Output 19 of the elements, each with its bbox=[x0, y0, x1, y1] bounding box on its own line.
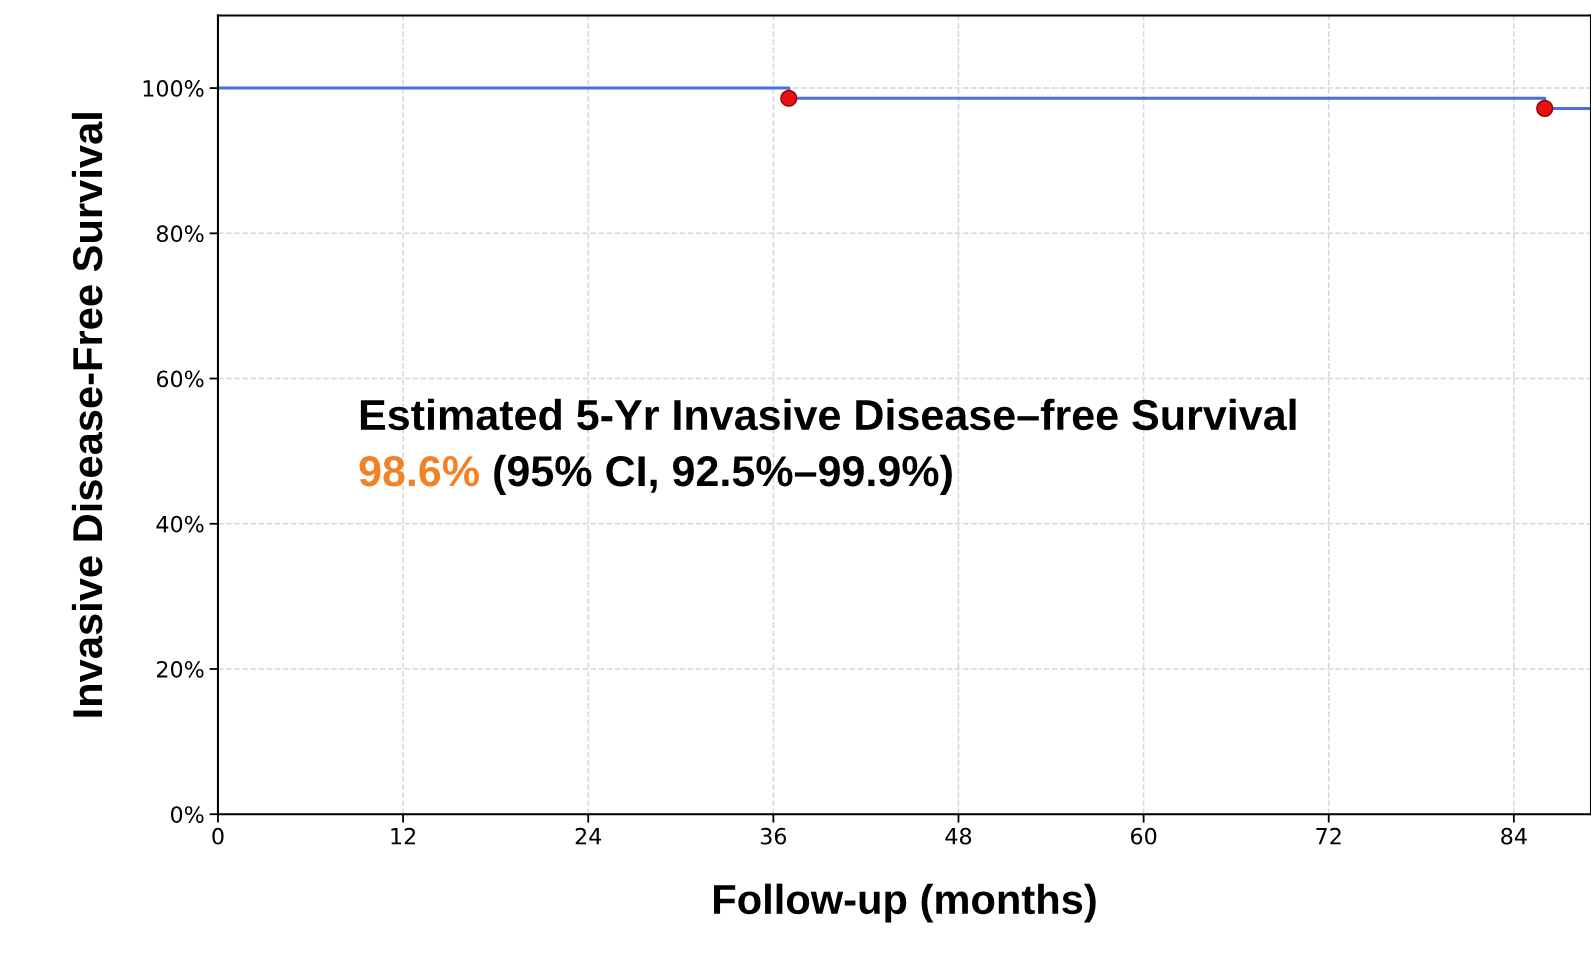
x-tick-label: 36 bbox=[760, 827, 787, 845]
annotation: Estimated 5-Yr Invasive Disease–free Survival bbox=[360, 398, 1296, 431]
x-tick-label: 60 bbox=[1131, 827, 1157, 845]
y-tick-label: 20% bbox=[157, 660, 204, 678]
y-tick-label: 80% bbox=[156, 225, 204, 243]
x-tick-label: 48 bbox=[945, 827, 972, 845]
x-tick-label: 12 bbox=[391, 827, 416, 845]
x-axis-title: Follow-up (months) bbox=[714, 883, 1096, 923]
y-axis-title: Invasive Disease-Free Survival bbox=[71, 113, 103, 717]
x-tick-label: 84 bbox=[1501, 827, 1527, 845]
annotation: (95% CI, 92.5%–99.9%) bbox=[494, 454, 952, 495]
y-tick-label: 60% bbox=[156, 370, 204, 388]
x-tick-label: 24 bbox=[575, 827, 602, 845]
y-tick-label: 40% bbox=[156, 515, 204, 533]
annotation: 98.6% bbox=[359, 456, 479, 487]
x-tick-label: 72 bbox=[1316, 827, 1341, 845]
x-tick-label: 0 bbox=[212, 827, 224, 845]
y-tick-label: 0% bbox=[170, 806, 204, 823]
y-tick-label: 100% bbox=[143, 80, 204, 97]
